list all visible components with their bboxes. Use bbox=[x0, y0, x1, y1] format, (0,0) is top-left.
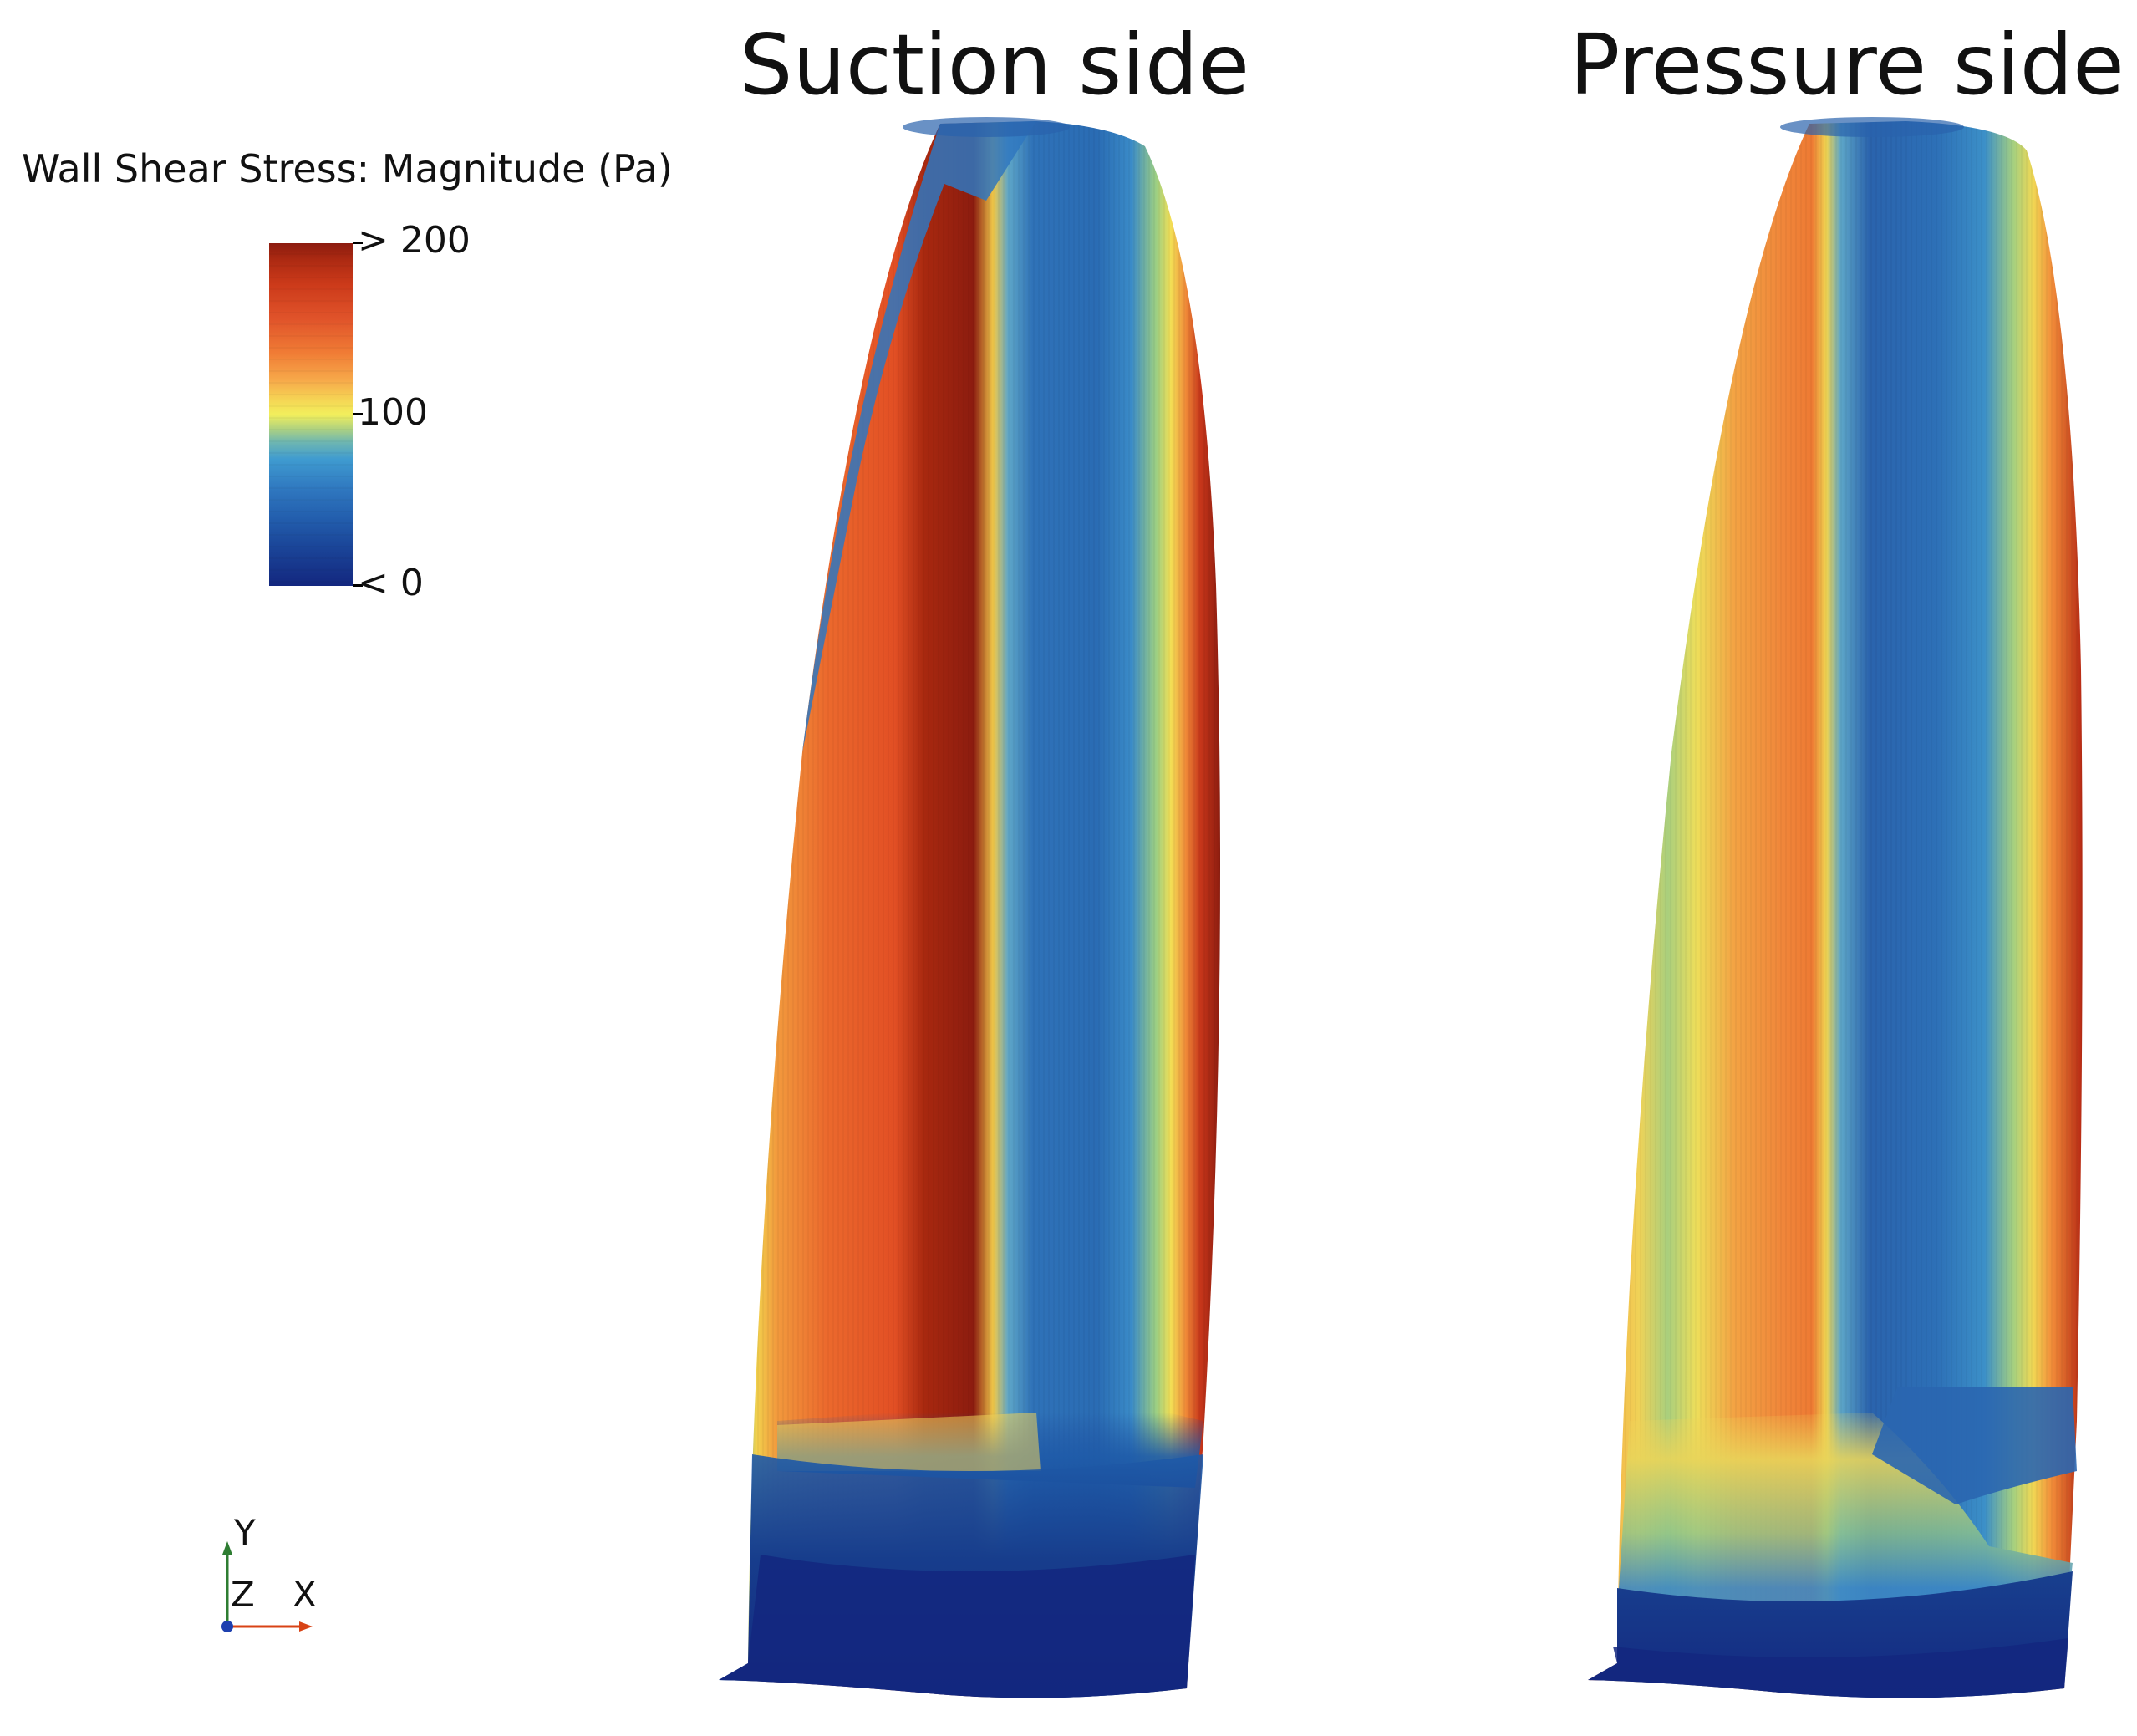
axes-triad-icon bbox=[221, 1541, 313, 1632]
colorbar-label-mid: 100 bbox=[358, 391, 428, 434]
colorbar-tick-mid bbox=[353, 413, 363, 415]
colorbar-tick-min bbox=[353, 584, 363, 587]
colorbar-label-min: < 0 bbox=[358, 562, 424, 604]
colorbar-tick-max bbox=[353, 242, 363, 244]
colorbar-label-max: > 200 bbox=[358, 219, 471, 262]
legend-title: Wall Shear Stress: Magnitude (Pa) bbox=[22, 146, 673, 191]
pressure-side-blade bbox=[1588, 117, 2083, 1698]
suction-side-blade bbox=[719, 117, 1220, 1698]
axis-y-label: Y bbox=[234, 1512, 256, 1553]
axis-z-label: Z bbox=[231, 1574, 255, 1615]
pressure-side-title: Pressure side bbox=[1570, 16, 2124, 114]
suction-side-title: Suction side bbox=[739, 16, 1250, 114]
axis-x-label: X bbox=[293, 1574, 317, 1615]
axes-triad: Y Z X bbox=[201, 1513, 334, 1647]
colorbar bbox=[269, 243, 353, 586]
